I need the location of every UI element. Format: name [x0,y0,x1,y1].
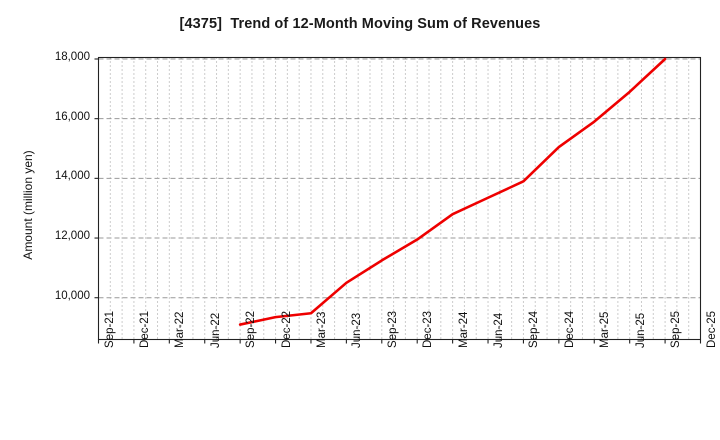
y-axis-tick-label: 10,000 [54,289,90,302]
x-axis-tick-label: Dec-24 [563,310,576,348]
x-axis-tick-label: Dec-25 [705,310,718,348]
vertical-gridlines [109,57,690,340]
x-axis-tick-label: Mar-24 [457,311,470,348]
y-axis-tick-labels: 10,000 12,000 14,000 16,000 18,000 [28,0,90,440]
x-axis-tick-label: Sep-25 [670,310,683,348]
x-axis-tick-label: Sep-21 [103,310,116,348]
x-axis-tick-label: Jun-23 [351,312,364,348]
x-axis-tick-label: Dec-22 [280,310,293,348]
x-axis-tick-label: Dec-21 [138,310,151,348]
x-axis-tick-label: Mar-23 [315,311,328,348]
x-axis-tick-label: Sep-24 [528,310,541,348]
x-axis-tick-label: Mar-22 [174,311,187,348]
y-axis-tick-label: 12,000 [54,230,90,243]
x-axis-tick-label: Sep-23 [386,310,399,348]
x-axis-tick-label: Jun-24 [493,312,506,348]
x-axis-tick-label: Jun-22 [209,312,222,348]
y-axis-tick-label: 16,000 [54,110,90,123]
x-axis-tick-label: Mar-25 [599,311,612,348]
y-axis-tick-label: 14,000 [54,170,90,183]
x-axis-tick-label: Jun-25 [634,312,647,348]
x-axis-tick-label: Sep-22 [245,310,258,348]
plot-frame [97,56,702,341]
chart-title: [4375] Trend of 12-Month Moving Sum of R… [179,16,541,32]
horizontal-gridlines [98,58,701,299]
x-axis-tick-label: Dec-23 [422,310,435,348]
revenue-trend-line [238,57,667,326]
x-axis-tick-marks [97,339,702,344]
y-axis-tick-label: 18,000 [54,50,90,63]
y-axis-tick-marks [94,58,99,299]
